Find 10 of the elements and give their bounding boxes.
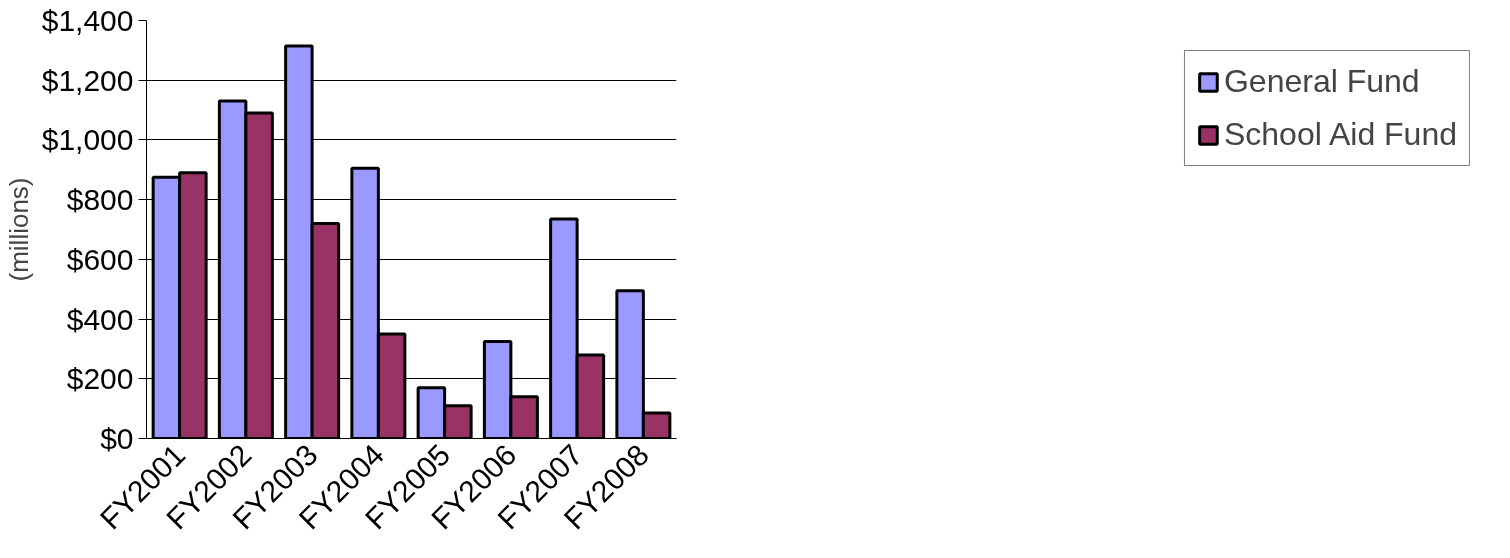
y-tick-label: $1,200 (41, 63, 134, 97)
y-axis-title: (millions) (3, 177, 34, 282)
legend-label: General Fund (1223, 63, 1420, 100)
y-tick-label: $200 (66, 362, 134, 396)
y-tick-label: $800 (66, 183, 134, 217)
y-tick-label: $1,000 (41, 123, 134, 157)
y-tick-label: $400 (66, 302, 134, 336)
legend-label: School Aid Fund (1223, 116, 1457, 153)
y-tick-label: $600 (66, 242, 134, 276)
y-tick-label: $1,400 (41, 4, 134, 37)
